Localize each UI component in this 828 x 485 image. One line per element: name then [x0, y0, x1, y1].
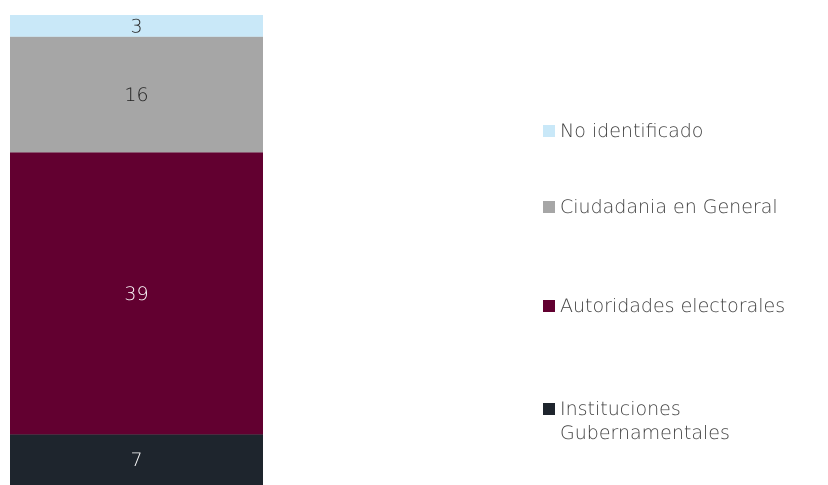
- legend-swatch: [543, 201, 555, 213]
- bar-segment: [10, 15, 263, 37]
- legend-item: No identificado: [543, 119, 828, 143]
- legend-item: Instituciones Gubernamentales: [543, 397, 828, 445]
- legend-item: Ciudadania en General: [543, 195, 828, 219]
- legend-swatch: [543, 125, 555, 137]
- data-label: 3: [130, 15, 142, 37]
- bar-segment: [10, 152, 263, 435]
- data-label: 16: [124, 84, 148, 106]
- legend-swatch: [543, 300, 555, 312]
- bar-segment: [10, 36, 263, 153]
- legend-label: Instituciones Gubernamentales: [560, 398, 730, 444]
- data-label: 7: [130, 449, 142, 471]
- legend-label: No identificado: [560, 120, 704, 142]
- bar-segment: [10, 434, 263, 485]
- legend-item: Autoridades electorales: [543, 294, 828, 318]
- data-label: 39: [124, 283, 148, 305]
- legend-label: Ciudadania en General: [560, 196, 778, 218]
- legend-label: Autoridades electorales: [560, 295, 786, 317]
- legend-swatch: [543, 403, 555, 415]
